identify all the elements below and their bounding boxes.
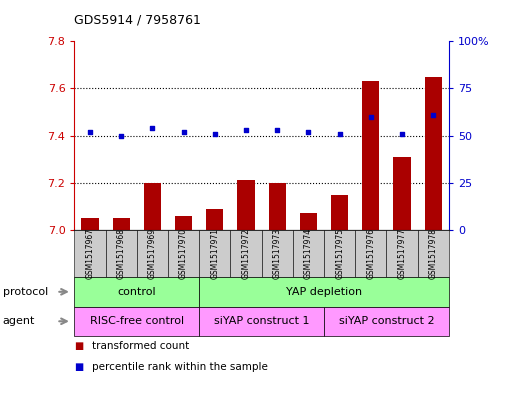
Text: control: control [117,287,156,297]
Text: percentile rank within the sample: percentile rank within the sample [92,362,268,373]
Text: siYAP construct 1: siYAP construct 1 [214,316,309,326]
Point [180,129,188,135]
Point [398,130,406,137]
Text: GSM1517972: GSM1517972 [242,228,250,279]
Point [86,129,94,135]
Bar [206,209,223,230]
Point [273,127,281,133]
Text: GSM1517974: GSM1517974 [304,228,313,279]
Text: protocol: protocol [3,287,48,297]
Text: siYAP construct 2: siYAP construct 2 [339,316,435,326]
Text: transformed count: transformed count [92,341,190,351]
Text: GSM1517978: GSM1517978 [429,228,438,279]
Text: GSM1517970: GSM1517970 [179,228,188,279]
Text: GSM1517977: GSM1517977 [398,228,407,279]
Bar [331,195,348,230]
Bar [82,218,98,230]
Point [242,127,250,133]
Text: RISC-free control: RISC-free control [90,316,184,326]
Bar [300,213,317,230]
Text: GSM1517969: GSM1517969 [148,228,157,279]
Bar [175,216,192,230]
Text: ■: ■ [74,341,84,351]
Point [336,130,344,137]
Text: ■: ■ [74,362,84,373]
Text: GSM1517975: GSM1517975 [335,228,344,279]
Text: GSM1517971: GSM1517971 [210,228,220,279]
Point [367,114,375,120]
Text: agent: agent [3,316,35,326]
Bar [269,183,286,230]
Text: GDS5914 / 7958761: GDS5914 / 7958761 [74,14,201,27]
Text: GSM1517968: GSM1517968 [116,228,126,279]
Point [148,125,156,131]
Bar [362,81,380,230]
Text: GSM1517976: GSM1517976 [366,228,376,279]
Bar [113,218,130,230]
Point [117,132,125,139]
Text: YAP depletion: YAP depletion [286,287,362,297]
Bar [425,77,442,230]
Point [429,112,438,118]
Bar [238,180,254,230]
Bar [144,183,161,230]
Text: GSM1517973: GSM1517973 [273,228,282,279]
Bar [393,157,410,230]
Text: GSM1517967: GSM1517967 [86,228,94,279]
Point [211,130,219,137]
Point [304,129,312,135]
